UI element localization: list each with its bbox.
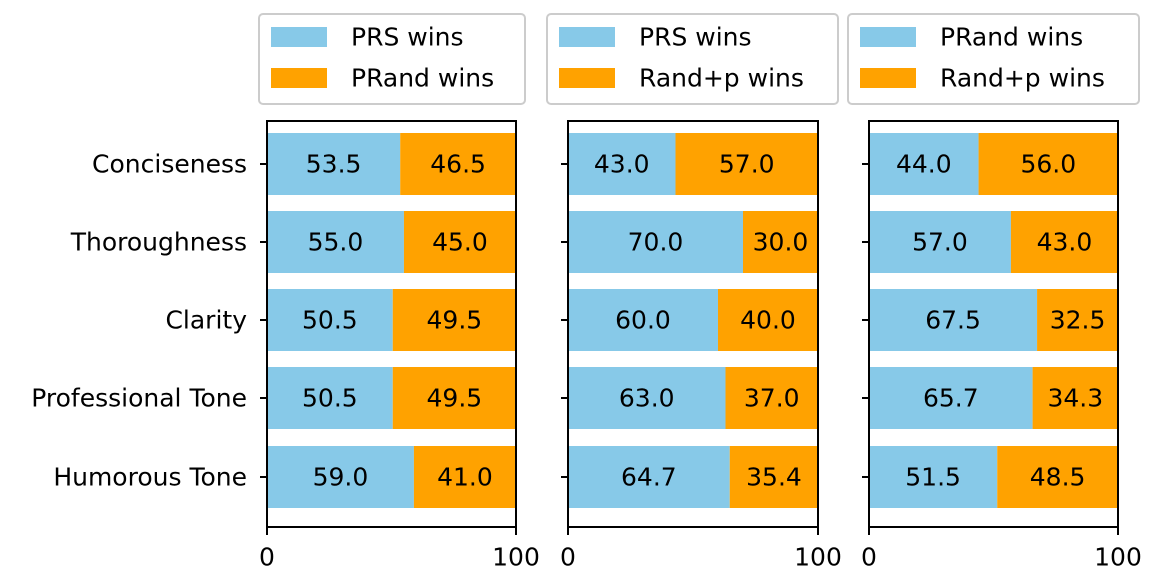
bar xyxy=(869,446,998,508)
bar-value-label: 53.5 xyxy=(306,150,362,179)
x-tick-label: 0 xyxy=(560,543,576,572)
bar xyxy=(568,446,730,508)
category-label: Thoroughness xyxy=(70,228,247,257)
bar-value-label: 63.0 xyxy=(619,384,675,413)
bar xyxy=(267,289,393,351)
bar-value-label: 41.0 xyxy=(437,463,493,492)
legend-swatch xyxy=(559,68,615,88)
bar xyxy=(568,211,743,273)
legend-label: Rand+p wins xyxy=(940,64,1105,93)
legend-swatch xyxy=(860,68,916,88)
bar xyxy=(568,133,676,195)
bar xyxy=(869,289,1038,351)
bar xyxy=(869,133,979,195)
bar xyxy=(568,289,718,351)
legend-box xyxy=(847,13,1140,105)
axes-frame xyxy=(868,120,1119,528)
bar xyxy=(1037,289,1118,351)
bar xyxy=(267,211,404,273)
legend-swatch xyxy=(271,68,327,88)
x-tick-label: 100 xyxy=(794,543,842,572)
bar-value-label: 46.5 xyxy=(430,150,486,179)
x-tick-label: 100 xyxy=(492,543,540,572)
bar-value-label: 48.5 xyxy=(1030,463,1086,492)
legend-label: PRand wins xyxy=(351,64,494,93)
bar-value-label: 51.5 xyxy=(905,463,961,492)
bar-value-label: 40.0 xyxy=(740,306,796,335)
bar-value-label: 50.5 xyxy=(302,306,358,335)
bar xyxy=(725,367,818,429)
bar-value-label: 56.0 xyxy=(1020,150,1076,179)
bar-value-label: 44.0 xyxy=(896,150,952,179)
bar-value-label: 35.4 xyxy=(746,463,802,492)
bar-value-label: 70.0 xyxy=(628,228,684,257)
axes-frame xyxy=(266,120,517,528)
bar-value-label: 55.0 xyxy=(308,228,364,257)
bar xyxy=(568,367,726,429)
bar xyxy=(1010,211,1118,273)
bar-value-label: 60.0 xyxy=(615,306,671,335)
bar xyxy=(869,211,1011,273)
axes-frame xyxy=(567,120,819,528)
bar-value-label: 43.0 xyxy=(594,150,650,179)
bar xyxy=(392,289,516,351)
bar-value-label: 49.5 xyxy=(427,306,483,335)
bar xyxy=(997,446,1118,508)
bar xyxy=(675,133,818,195)
bar-value-label: 37.0 xyxy=(744,384,800,413)
bar xyxy=(743,211,818,273)
bar-value-label: 43.0 xyxy=(1037,228,1093,257)
bar-value-label: 64.7 xyxy=(621,463,677,492)
bar xyxy=(729,446,819,508)
x-tick-label: 0 xyxy=(861,543,877,572)
legend-swatch xyxy=(271,27,327,47)
category-label: Professional Tone xyxy=(31,384,247,413)
bar-value-label: 30.0 xyxy=(753,228,809,257)
category-label: Conciseness xyxy=(92,150,247,179)
bar-value-label: 57.0 xyxy=(912,228,968,257)
bar-value-label: 65.7 xyxy=(923,384,979,413)
bar xyxy=(978,133,1118,195)
legend-label: PRand wins xyxy=(940,23,1083,52)
legend-swatch xyxy=(559,27,615,47)
legend-label: Rand+p wins xyxy=(639,64,804,93)
bar xyxy=(400,133,516,195)
bar xyxy=(392,367,516,429)
legend-swatch xyxy=(860,27,916,47)
bar-value-label: 50.5 xyxy=(302,384,358,413)
bar-value-label: 59.0 xyxy=(313,463,369,492)
bar-value-label: 57.0 xyxy=(719,150,775,179)
bar-value-label: 34.3 xyxy=(1047,384,1103,413)
bar xyxy=(403,211,516,273)
bar-value-label: 49.5 xyxy=(427,384,483,413)
x-tick-label: 100 xyxy=(1094,543,1142,572)
category-label: Humorous Tone xyxy=(53,463,247,492)
bar xyxy=(718,289,818,351)
bar-value-label: 32.5 xyxy=(1050,306,1106,335)
bar xyxy=(267,367,393,429)
bar xyxy=(413,446,516,508)
legend-label: PRS wins xyxy=(639,23,752,52)
bar xyxy=(267,446,414,508)
bar xyxy=(869,367,1033,429)
x-tick-label: 0 xyxy=(259,543,275,572)
bar xyxy=(1032,367,1118,429)
category-label: Clarity xyxy=(165,306,247,335)
bar xyxy=(267,133,401,195)
legend-label: PRS wins xyxy=(351,23,464,52)
bar-value-label: 67.5 xyxy=(925,306,981,335)
bar-value-label: 45.0 xyxy=(432,228,488,257)
legend-box xyxy=(546,13,839,105)
